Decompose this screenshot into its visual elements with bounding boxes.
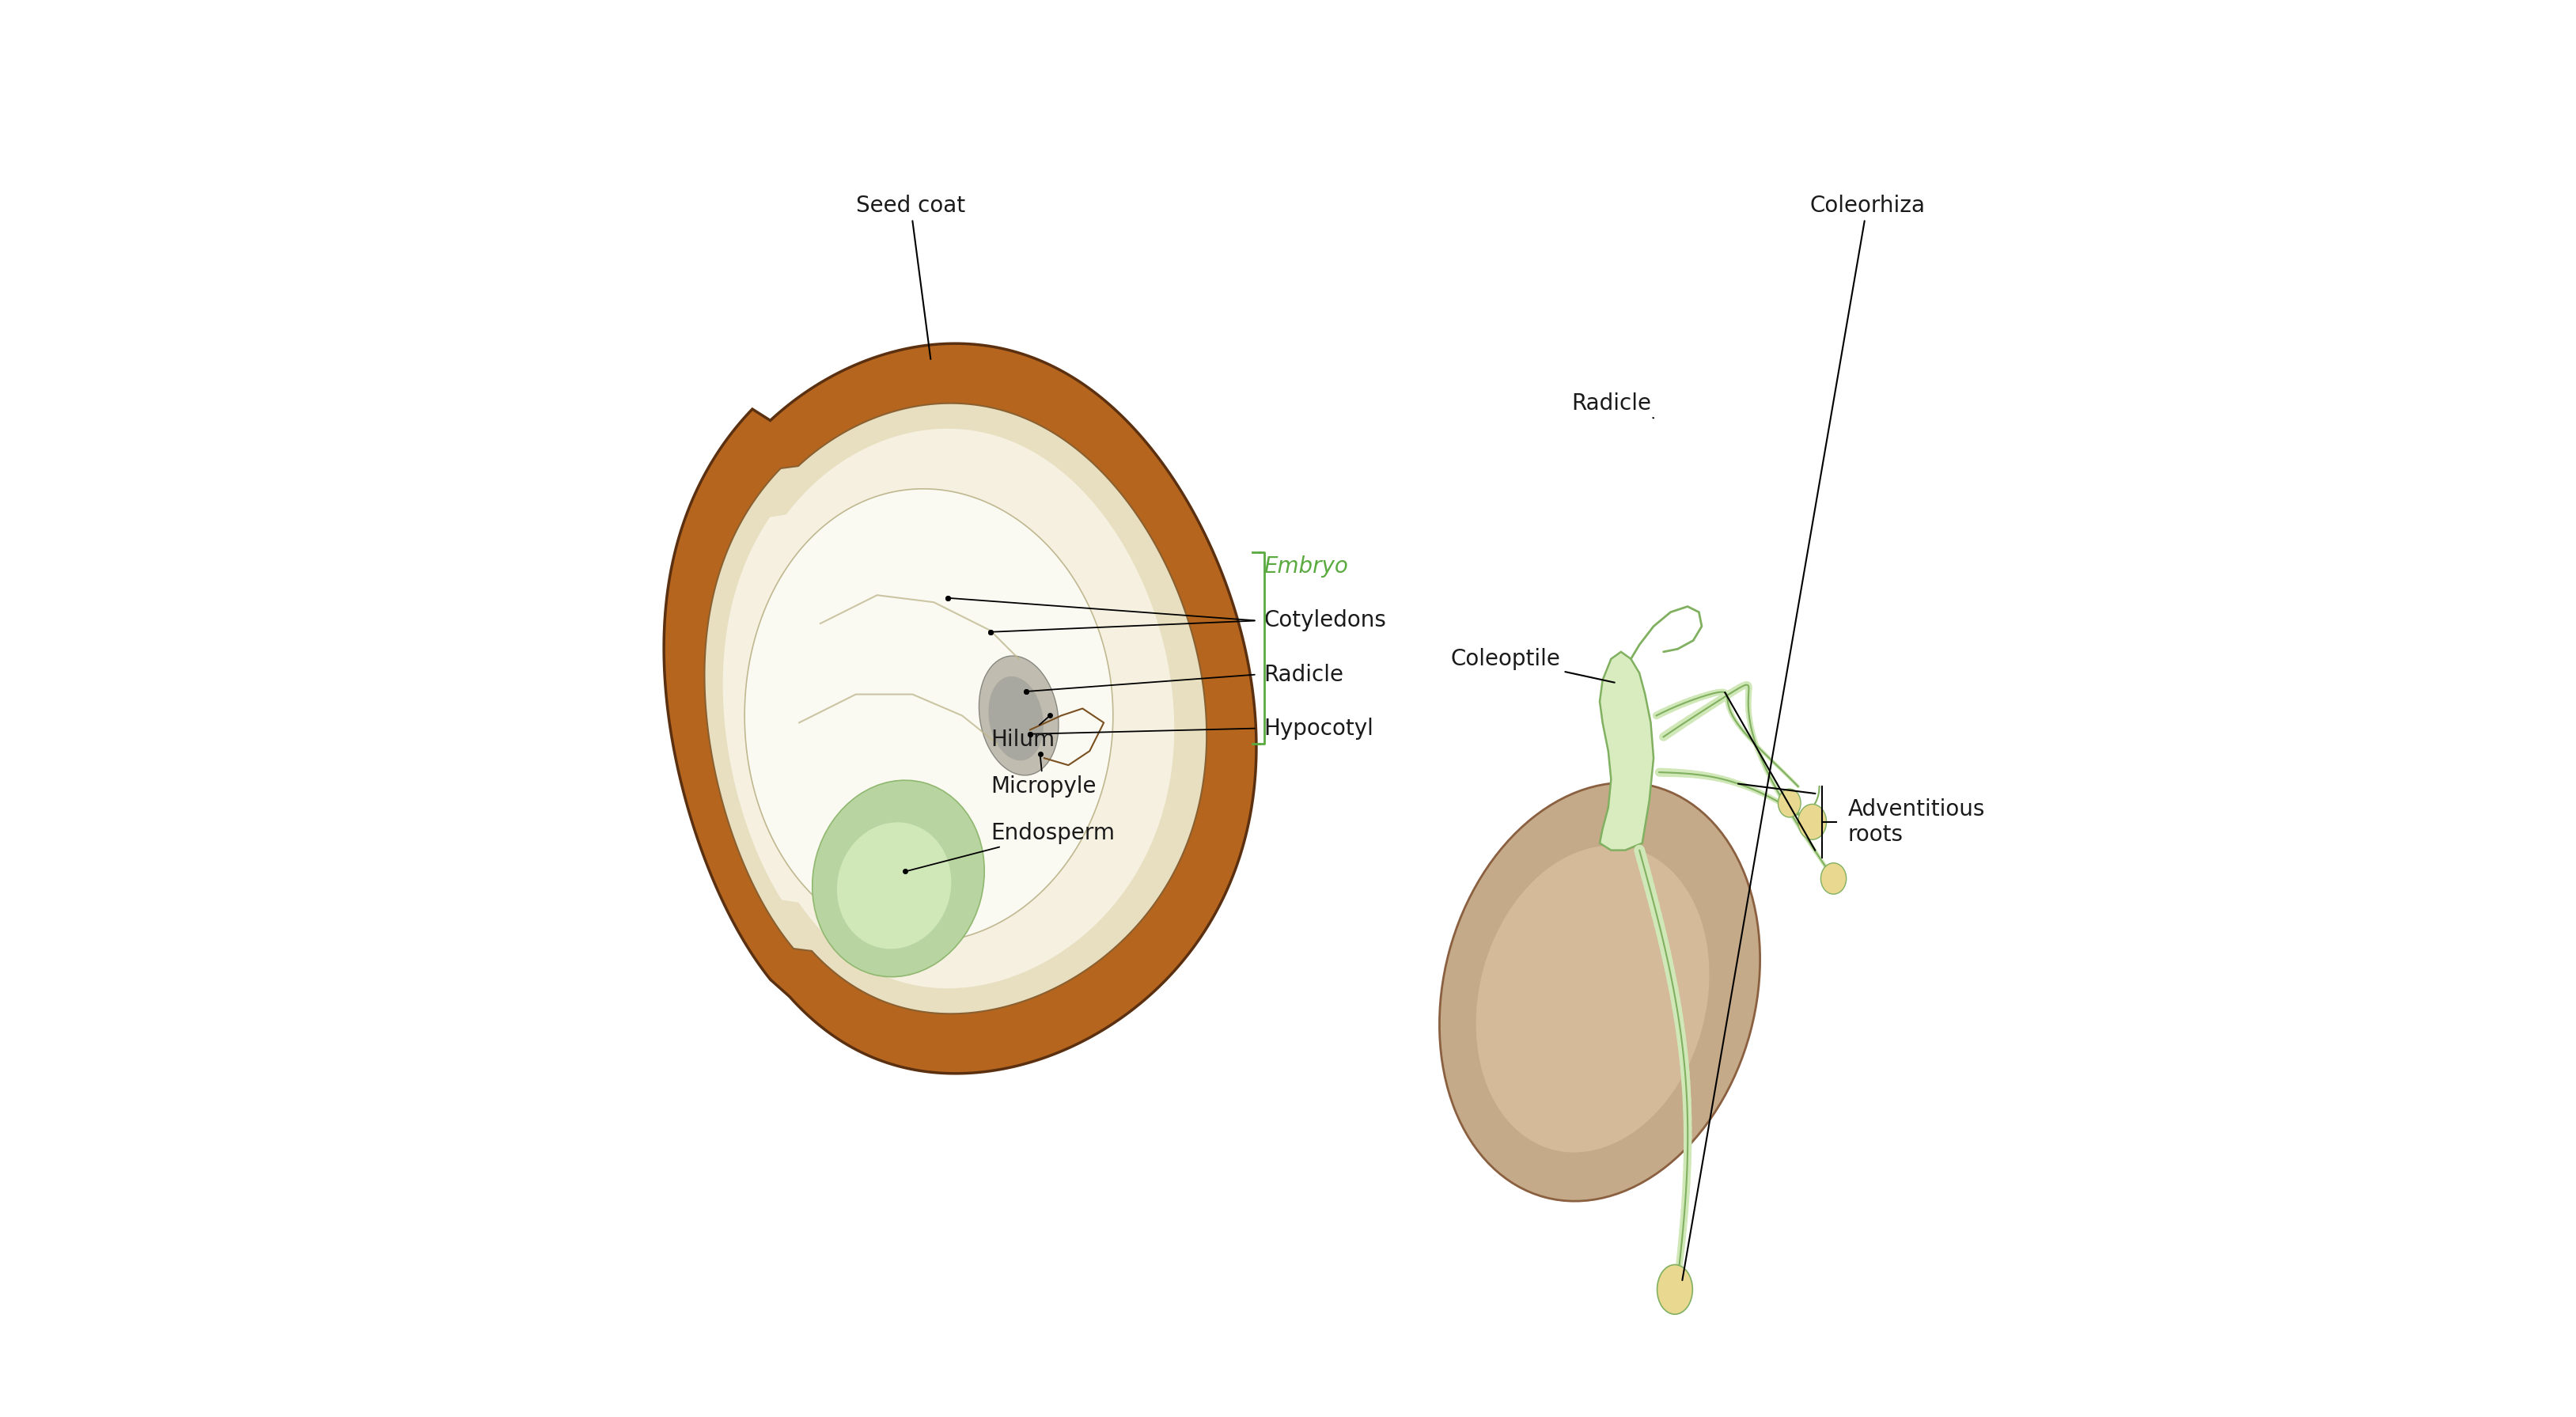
Text: Cotyledons: Cotyledons: [1265, 609, 1386, 632]
Text: Micropyle: Micropyle: [989, 757, 1095, 798]
Ellipse shape: [1777, 789, 1801, 818]
Ellipse shape: [837, 822, 951, 949]
Text: Embryo: Embryo: [1265, 555, 1347, 578]
PathPatch shape: [744, 489, 1113, 942]
Text: Coleoptile: Coleoptile: [1450, 648, 1615, 683]
PathPatch shape: [724, 429, 1175, 988]
Text: Endosperm: Endosperm: [907, 822, 1115, 871]
Ellipse shape: [979, 656, 1059, 775]
Text: Seed coat: Seed coat: [855, 194, 966, 359]
Ellipse shape: [1476, 846, 1710, 1152]
Ellipse shape: [1440, 782, 1759, 1202]
PathPatch shape: [703, 404, 1206, 1013]
Ellipse shape: [1821, 863, 1847, 894]
Ellipse shape: [1656, 1264, 1692, 1315]
PathPatch shape: [665, 343, 1257, 1074]
Ellipse shape: [1798, 803, 1826, 839]
Text: Coleorhiza: Coleorhiza: [1682, 194, 1924, 1280]
Text: Radicle: Radicle: [1265, 663, 1345, 686]
Text: Hypocotyl: Hypocotyl: [1265, 717, 1373, 740]
Text: Radicle: Radicle: [1571, 393, 1654, 418]
Ellipse shape: [811, 781, 984, 976]
Polygon shape: [1600, 652, 1654, 850]
Ellipse shape: [989, 676, 1043, 761]
Text: Adventitious
roots: Adventitious roots: [1847, 798, 1986, 846]
Text: Hilum: Hilum: [989, 717, 1054, 751]
